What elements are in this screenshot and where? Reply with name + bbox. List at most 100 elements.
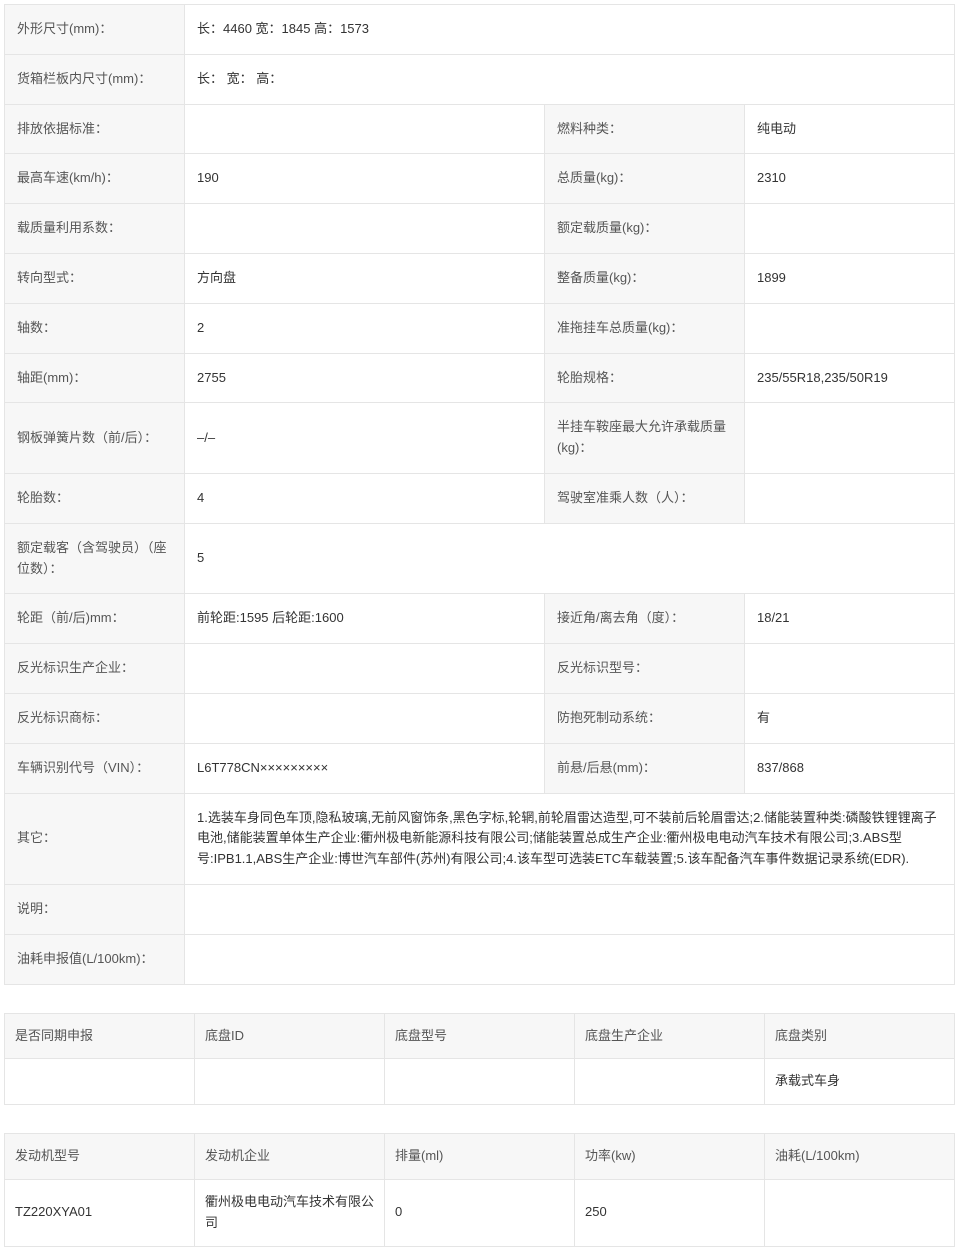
spec-label: 燃料种类： [544,104,744,154]
spec-value: 方向盘 [185,253,545,303]
spec-value: 5 [185,523,955,594]
spec-row: 说明： [5,884,955,934]
chassis-cell [575,1059,765,1105]
spec-label: 半挂车鞍座最大允许承载质量(kg)： [544,403,744,474]
spec-value: 2 [185,303,545,353]
engine-cell: 250 [575,1179,765,1246]
spec-value: 190 [185,154,545,204]
spec-label: 排放依据标准： [5,104,185,154]
spec-label: 接近角/离去角（度）： [544,594,744,644]
spec-value: 235/55R18,235/50R19 [744,353,954,403]
spec-row: 车辆识别代号（VIN）：L6T778CN×××××××××前悬/后悬(mm)：8… [5,743,955,793]
spec-label: 货箱栏板内尺寸(mm)： [5,54,185,104]
spec-value: 1.选装车身同色车顶,隐私玻璃,无前风窗饰条,黑色字标,轮辋,前轮眉雷达造型,可… [185,793,955,884]
engine-header: 排量(ml) [385,1134,575,1180]
spec-label: 其它： [5,793,185,884]
spec-value: –/– [185,403,545,474]
spec-row: 额定载客（含驾驶员）（座位数）：5 [5,523,955,594]
spec-value: 前轮距:1595 后轮距:1600 [185,594,545,644]
chassis-header: 底盘类别 [765,1013,955,1059]
spec-label: 载质量利用系数： [5,204,185,254]
spec-value [185,104,545,154]
spec-row: 钢板弹簧片数（前/后）：–/–半挂车鞍座最大允许承载质量(kg)： [5,403,955,474]
spec-label: 准拖挂车总质量(kg)： [544,303,744,353]
engine-cell: 衢州极电电动汽车技术有限公司 [195,1179,385,1246]
spec-value: 2755 [185,353,545,403]
spec-table: 外形尺寸(mm)：长：4460 宽：1845 高：1573货箱栏板内尺寸(mm)… [4,4,955,985]
chassis-table: 是否同期申报底盘ID底盘型号底盘生产企业底盘类别 承载式车身 [4,1013,955,1106]
spec-row: 轮胎数：4驾驶室准乘人数（人）： [5,473,955,523]
spec-value [185,884,955,934]
spec-row: 载质量利用系数： 额定载质量(kg)： [5,204,955,254]
spec-label: 轴数： [5,303,185,353]
spec-label: 最高车速(km/h)： [5,154,185,204]
engine-table: 发动机型号发动机企业排量(ml)功率(kw)油耗(L/100km) TZ220X… [4,1133,955,1246]
chassis-cell [385,1059,575,1105]
spec-label: 钢板弹簧片数（前/后）： [5,403,185,474]
spec-label: 车辆识别代号（VIN）： [5,743,185,793]
spec-value [744,403,954,474]
spec-value [744,303,954,353]
spec-label: 反光标识生产企业： [5,644,185,694]
chassis-header: 是否同期申报 [5,1013,195,1059]
spec-label: 轮胎规格： [544,353,744,403]
spec-label: 防抱死制动系统： [544,693,744,743]
spec-row: 油耗申报值(L/100km)： [5,934,955,984]
spec-value [185,644,545,694]
spec-value: 837/868 [744,743,954,793]
spec-value: 有 [744,693,954,743]
engine-header: 油耗(L/100km) [765,1134,955,1180]
spec-label: 轮胎数： [5,473,185,523]
spec-label: 轴距(mm)： [5,353,185,403]
spec-value [744,644,954,694]
chassis-header: 底盘ID [195,1013,385,1059]
spec-row: 反光标识商标： 防抱死制动系统：有 [5,693,955,743]
spec-label: 说明： [5,884,185,934]
spec-label: 额定载客（含驾驶员）（座位数）： [5,523,185,594]
spec-value: 长： 宽： 高： [185,54,955,104]
spec-label: 前悬/后悬(mm)： [544,743,744,793]
spec-row: 反光标识生产企业： 反光标识型号： [5,644,955,694]
spec-row: 其它：1.选装车身同色车顶,隐私玻璃,无前风窗饰条,黑色字标,轮辋,前轮眉雷达造… [5,793,955,884]
spec-row: 外形尺寸(mm)：长：4460 宽：1845 高：1573 [5,5,955,55]
spec-value [744,204,954,254]
spec-value [744,473,954,523]
chassis-cell [5,1059,195,1105]
spec-row: 轴数：2准拖挂车总质量(kg)： [5,303,955,353]
spec-value: L6T778CN××××××××× [185,743,545,793]
spec-value: 长：4460 宽：1845 高：1573 [185,5,955,55]
chassis-header: 底盘生产企业 [575,1013,765,1059]
spec-row: 轮距（前/后)mm：前轮距:1595 后轮距:1600接近角/离去角（度）：18… [5,594,955,644]
spec-row: 轴距(mm)：2755轮胎规格：235/55R18,235/50R19 [5,353,955,403]
spec-value: 纯电动 [744,104,954,154]
engine-header: 功率(kw) [575,1134,765,1180]
spec-value: 4 [185,473,545,523]
engine-cell [765,1179,955,1246]
spec-label: 额定载质量(kg)： [544,204,744,254]
spec-label: 反光标识型号： [544,644,744,694]
spec-row: 最高车速(km/h)：190总质量(kg)：2310 [5,154,955,204]
spec-value [185,693,545,743]
chassis-cell [195,1059,385,1105]
spec-label: 整备质量(kg)： [544,253,744,303]
spec-label: 转向型式： [5,253,185,303]
spec-value [185,934,955,984]
spec-label: 驾驶室准乘人数（人）： [544,473,744,523]
spec-label: 总质量(kg)： [544,154,744,204]
spec-label: 反光标识商标： [5,693,185,743]
chassis-header: 底盘型号 [385,1013,575,1059]
chassis-cell: 承载式车身 [765,1059,955,1105]
engine-header: 发动机型号 [5,1134,195,1180]
spec-label: 外形尺寸(mm)： [5,5,185,55]
spec-row: 转向型式：方向盘整备质量(kg)：1899 [5,253,955,303]
engine-cell: 0 [385,1179,575,1246]
spec-value: 2310 [744,154,954,204]
spec-value: 1899 [744,253,954,303]
spec-label: 轮距（前/后)mm： [5,594,185,644]
spec-row: 货箱栏板内尺寸(mm)：长： 宽： 高： [5,54,955,104]
spec-label: 油耗申报值(L/100km)： [5,934,185,984]
engine-cell: TZ220XYA01 [5,1179,195,1246]
engine-header: 发动机企业 [195,1134,385,1180]
spec-row: 排放依据标准： 燃料种类：纯电动 [5,104,955,154]
spec-value [185,204,545,254]
